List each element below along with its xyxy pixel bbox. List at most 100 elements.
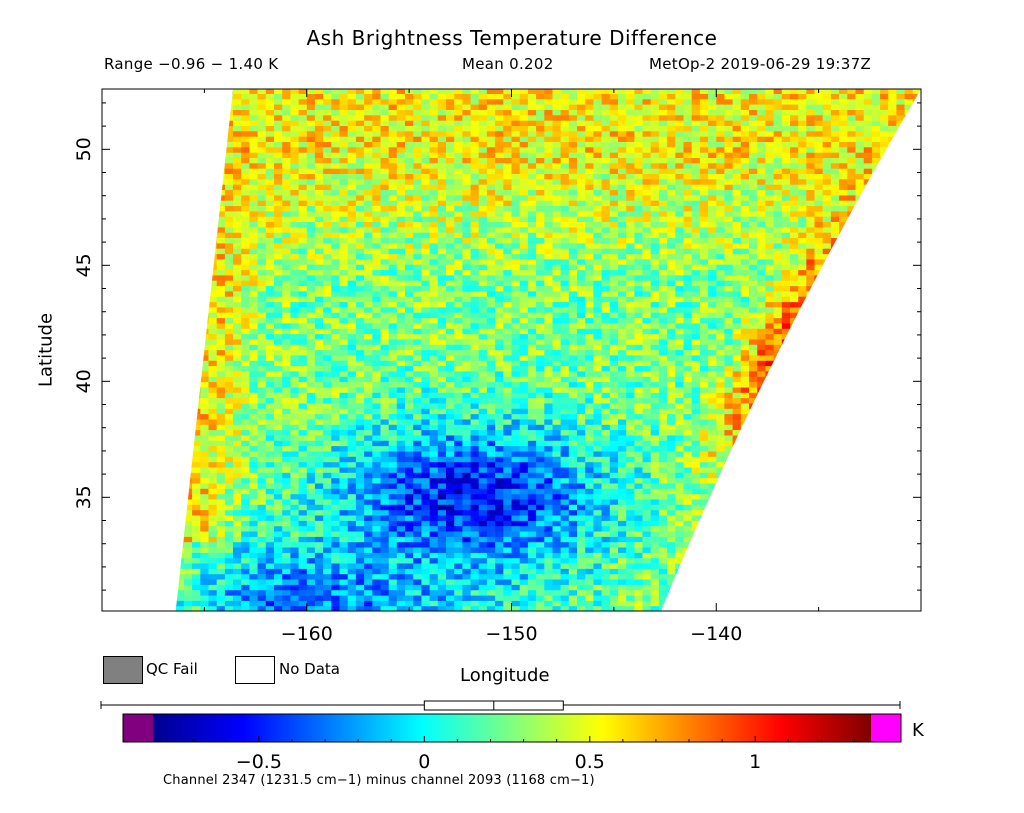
heatmap-cell [380, 552, 390, 559]
heatmap-cell [552, 600, 562, 607]
heatmap-cell [388, 595, 398, 601]
heatmap-cell [773, 248, 783, 255]
heatmap-cell [527, 258, 537, 265]
heatmap-cell [241, 328, 250, 335]
heatmap-cell [429, 466, 439, 473]
heatmap-cell [265, 541, 275, 548]
heatmap-cell [364, 333, 373, 340]
heatmap-cell [314, 429, 324, 436]
heatmap-cell [347, 344, 357, 351]
heatmap-cell [405, 290, 414, 297]
heatmap-cell [577, 488, 586, 495]
heatmap-cell [511, 226, 521, 233]
heatmap-cell [544, 354, 554, 361]
heatmap-cell [208, 461, 218, 468]
heatmap-cell [618, 242, 627, 249]
heatmap-cell [618, 248, 627, 255]
heatmap-cell [265, 445, 275, 452]
heatmap-cell [642, 274, 652, 281]
heatmap-cell [716, 301, 726, 308]
heatmap-cell [577, 237, 586, 244]
heatmap-cell [495, 450, 504, 457]
heatmap-cell [527, 392, 537, 399]
heatmap-cell [658, 306, 668, 313]
heatmap-cell [249, 386, 259, 393]
heatmap-cell [364, 365, 373, 372]
heatmap-cell [577, 248, 586, 255]
heatmap-cell [790, 232, 799, 238]
heatmap-cell [495, 248, 504, 255]
heatmap-cell [241, 600, 250, 607]
heatmap-cell [486, 434, 496, 441]
heatmap-cell [257, 461, 267, 468]
heatmap-cell [331, 595, 341, 601]
heatmap-cell [560, 392, 570, 399]
heatmap-cell [618, 429, 627, 436]
heatmap-cell [413, 413, 422, 420]
heatmap-cell [634, 365, 644, 372]
heatmap-cell [527, 338, 537, 345]
heatmap-cell [200, 525, 210, 532]
heatmap-cell [519, 584, 529, 591]
heatmap-cell [536, 504, 545, 511]
heatmap-cell [568, 354, 578, 361]
heatmap-cell [519, 397, 529, 404]
heatmap-cell [298, 515, 308, 521]
heatmap-cell [364, 461, 373, 468]
heatmap-cell [249, 520, 259, 527]
heatmap-cell [577, 541, 586, 548]
heatmap-cell [437, 552, 447, 559]
heatmap-cell [618, 253, 627, 260]
heatmap-cell [618, 232, 627, 238]
heatmap-cell [429, 376, 439, 383]
heatmap-cell [585, 472, 594, 479]
heatmap-cell [396, 477, 406, 484]
heatmap-cell [265, 392, 275, 399]
heatmap-cell [437, 317, 447, 324]
heatmap-cell [339, 589, 349, 596]
heatmap-cell [274, 408, 283, 415]
heatmap-cell [675, 477, 685, 484]
heatmap-cell [339, 264, 349, 271]
heatmap-cell [699, 322, 709, 329]
heatmap-cell [749, 386, 758, 393]
heatmap-cell [577, 525, 586, 532]
heatmap-cell [249, 232, 259, 238]
heatmap-cell [609, 333, 619, 340]
heatmap-cell [552, 354, 562, 361]
heatmap-cell [773, 258, 783, 265]
heatmap-cell [626, 317, 635, 324]
heatmap-cell [282, 552, 291, 559]
heatmap-cell [257, 466, 267, 473]
heatmap-cell [265, 472, 275, 479]
heatmap-cell [806, 237, 816, 244]
heatmap-cell [577, 493, 586, 500]
heatmap-cell [601, 493, 611, 500]
heatmap-cell [593, 573, 603, 580]
heatmap-cell [552, 429, 562, 436]
heatmap-cell [618, 328, 627, 335]
heatmap-cell [421, 242, 431, 249]
heatmap-cell [781, 322, 791, 329]
heatmap-cell [773, 306, 783, 313]
heatmap-cell [290, 344, 300, 351]
heatmap-cell [388, 301, 398, 308]
heatmap-cell [716, 258, 726, 265]
heatmap-cell [740, 365, 750, 372]
heatmap-cell [200, 461, 210, 468]
heatmap-cell [241, 264, 250, 271]
heatmap-cell [495, 456, 504, 463]
heatmap-cell [675, 520, 685, 527]
heatmap-cell [323, 312, 332, 319]
heatmap-cell [675, 440, 685, 447]
heatmap-cell [511, 541, 521, 548]
heatmap-cell [568, 584, 578, 591]
heatmap-cell [274, 413, 283, 420]
heatmap-cell [658, 253, 668, 260]
heatmap-cell [372, 386, 382, 393]
heatmap-cell [347, 418, 357, 425]
heatmap-cell [552, 450, 562, 457]
heatmap-cell [396, 461, 406, 468]
heatmap-cell [519, 509, 529, 516]
heatmap-cell [601, 338, 611, 345]
